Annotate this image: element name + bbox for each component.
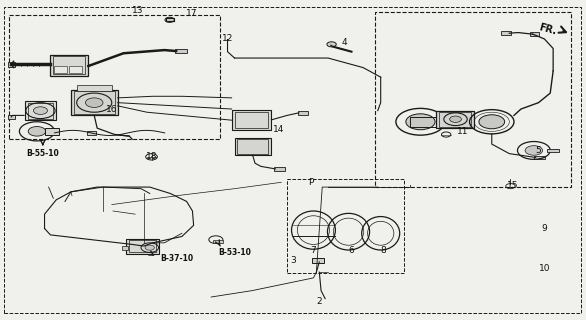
Bar (534, 156, 545, 159)
Circle shape (525, 146, 543, 155)
Circle shape (165, 17, 174, 22)
Bar (87, 131, 96, 134)
Text: 16: 16 (106, 105, 118, 114)
Bar (500, 31, 511, 35)
Bar (25, 101, 56, 120)
Circle shape (479, 115, 505, 129)
Text: 11: 11 (457, 127, 468, 136)
Bar (439, 112, 471, 126)
Bar (231, 110, 271, 130)
Bar (45, 128, 59, 134)
Bar (547, 148, 559, 152)
Bar (375, 12, 571, 187)
Bar (298, 111, 308, 116)
Text: B-53-10: B-53-10 (218, 248, 251, 257)
Circle shape (86, 98, 103, 108)
Bar (8, 62, 15, 67)
Text: 17: 17 (186, 9, 197, 18)
Text: 14: 14 (272, 125, 284, 134)
Text: 7: 7 (311, 246, 316, 255)
Text: 8: 8 (381, 246, 387, 255)
Bar (234, 112, 268, 128)
Text: 9: 9 (541, 224, 547, 233)
Bar (127, 239, 159, 254)
Bar (530, 32, 539, 36)
Bar (410, 117, 436, 126)
Circle shape (406, 114, 435, 130)
Text: 6: 6 (349, 246, 355, 255)
Circle shape (33, 107, 47, 115)
Circle shape (145, 245, 155, 250)
Bar (71, 90, 118, 116)
Bar (9, 15, 220, 139)
Text: B-55-10: B-55-10 (26, 149, 59, 158)
Text: 5: 5 (536, 146, 541, 155)
Bar (77, 85, 112, 92)
Bar (50, 55, 88, 76)
Bar (312, 258, 324, 263)
Bar (28, 103, 53, 119)
Bar (130, 240, 156, 252)
Circle shape (327, 42, 336, 47)
Text: P: P (308, 178, 314, 187)
Bar (237, 139, 268, 154)
Text: 15: 15 (506, 181, 518, 190)
Text: 3: 3 (290, 256, 296, 265)
Bar (234, 138, 271, 155)
Bar (74, 92, 115, 114)
Bar (8, 115, 15, 119)
Bar (274, 167, 285, 171)
Bar (54, 66, 67, 73)
Bar (175, 50, 186, 53)
Text: 10: 10 (539, 264, 550, 273)
Bar (69, 66, 82, 73)
Bar (287, 179, 404, 273)
Text: 2: 2 (316, 297, 322, 306)
Bar (436, 111, 474, 128)
Text: 18: 18 (146, 152, 157, 161)
Text: 12: 12 (222, 35, 233, 44)
Circle shape (28, 126, 46, 136)
Text: 4: 4 (342, 38, 347, 47)
Bar (53, 56, 86, 74)
Text: B-37-10: B-37-10 (161, 254, 194, 263)
Bar (122, 246, 128, 250)
Text: 13: 13 (132, 6, 144, 15)
Circle shape (449, 116, 461, 123)
Bar (213, 240, 223, 243)
Text: FR.: FR. (537, 22, 557, 36)
